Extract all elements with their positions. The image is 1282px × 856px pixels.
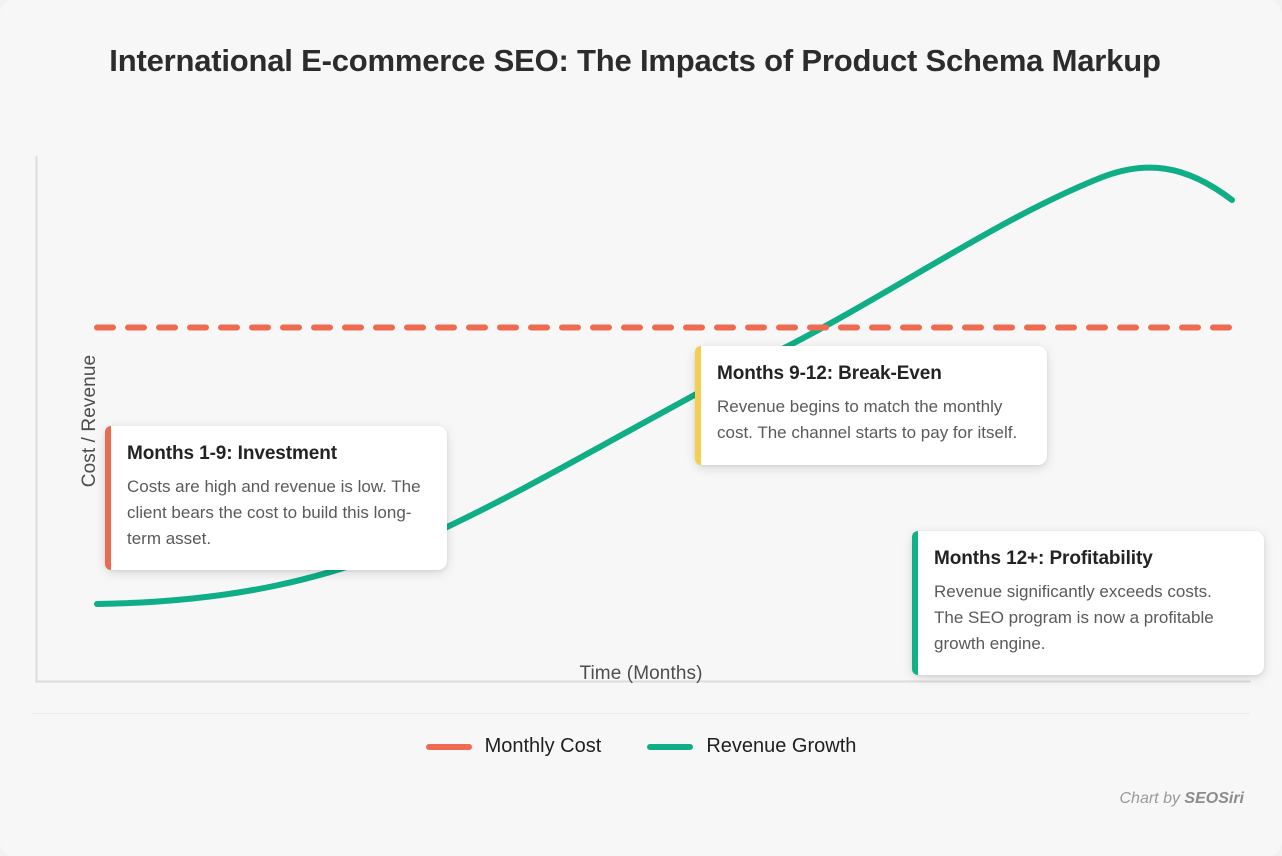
footer-divider	[32, 713, 1250, 714]
plot-area: Cost / Revenue Time (Months) Months 1-9:…	[0, 140, 1282, 700]
legend-item-revenue-growth[interactable]: Revenue Growth	[647, 735, 856, 758]
legend-label: Monthly Cost	[484, 735, 602, 757]
legend-label: Revenue Growth	[706, 735, 857, 757]
annotation-card-investment[interactable]: Months 1-9: Investment Costs are high an…	[105, 426, 447, 571]
legend-swatch-icon	[425, 743, 472, 750]
attribution-prefix: Chart by	[1119, 790, 1185, 807]
annotation-body: Revenue significantly exceeds costs. The…	[934, 582, 1214, 653]
attribution-brand: SEOSiri	[1184, 790, 1244, 807]
chart-legend: Monthly Cost Revenue Growth	[0, 735, 1282, 758]
annotation-title: Months 9-12: Break-Even	[717, 363, 942, 384]
annotation-body: Costs are high and revenue is low. The c…	[127, 477, 421, 548]
annotation-card-profitability[interactable]: Months 12+: Profitability Revenue signif…	[912, 531, 1264, 676]
legend-item-monthly-cost[interactable]: Monthly Cost	[425, 735, 602, 758]
x-axis-label: Time (Months)	[579, 663, 703, 684]
annotation-title: Months 12+: Profitability	[934, 548, 1153, 569]
annotation-body: Revenue begins to match the monthly cost…	[717, 397, 1018, 442]
y-axis-label: Cost / Revenue	[79, 354, 100, 488]
annotation-card-break-even[interactable]: Months 9-12: Break-Even Revenue begins t…	[695, 346, 1047, 465]
attribution: Chart by SEOSiri	[1120, 790, 1245, 808]
chart-title: International E-commerce SEO: The Impact…	[109, 43, 1161, 78]
annotation-title: Months 1-9: Investment	[127, 443, 337, 464]
legend-swatch-icon	[647, 743, 694, 750]
